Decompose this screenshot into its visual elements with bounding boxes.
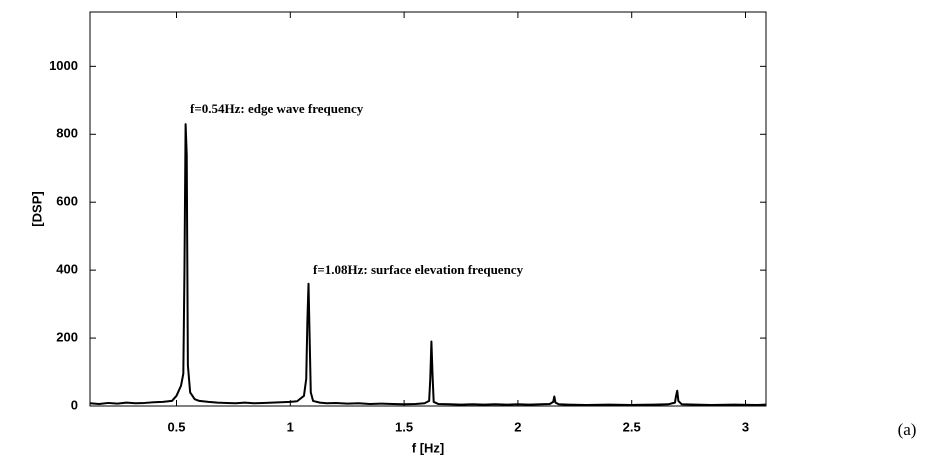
annotation: f=1.08Hz: surface elevation frequency bbox=[313, 262, 524, 277]
x-tick-label: 3 bbox=[742, 419, 749, 434]
y-axis-label: [DSP] bbox=[29, 191, 44, 226]
x-axis-label: f [Hz] bbox=[412, 440, 445, 455]
x-tick-label: 0.5 bbox=[167, 419, 185, 434]
y-tick-label: 0 bbox=[71, 397, 78, 412]
y-tick-label: 400 bbox=[56, 262, 78, 277]
y-tick-label: 1000 bbox=[49, 58, 78, 73]
spectrum-line bbox=[89, 123, 767, 406]
panel-label: (a) bbox=[898, 420, 917, 439]
y-tick-label: 200 bbox=[56, 330, 78, 345]
x-tick-label: 1.5 bbox=[395, 419, 413, 434]
y-tick-label: 800 bbox=[56, 126, 78, 141]
y-tick-label: 600 bbox=[56, 194, 78, 209]
plot-frame bbox=[89, 11, 767, 407]
x-tick-label: 1 bbox=[287, 419, 294, 434]
x-tick-label: 2.5 bbox=[623, 419, 641, 434]
annotation: f=0.54Hz: edge wave frequency bbox=[190, 101, 364, 116]
x-tick-label: 2 bbox=[514, 419, 521, 434]
